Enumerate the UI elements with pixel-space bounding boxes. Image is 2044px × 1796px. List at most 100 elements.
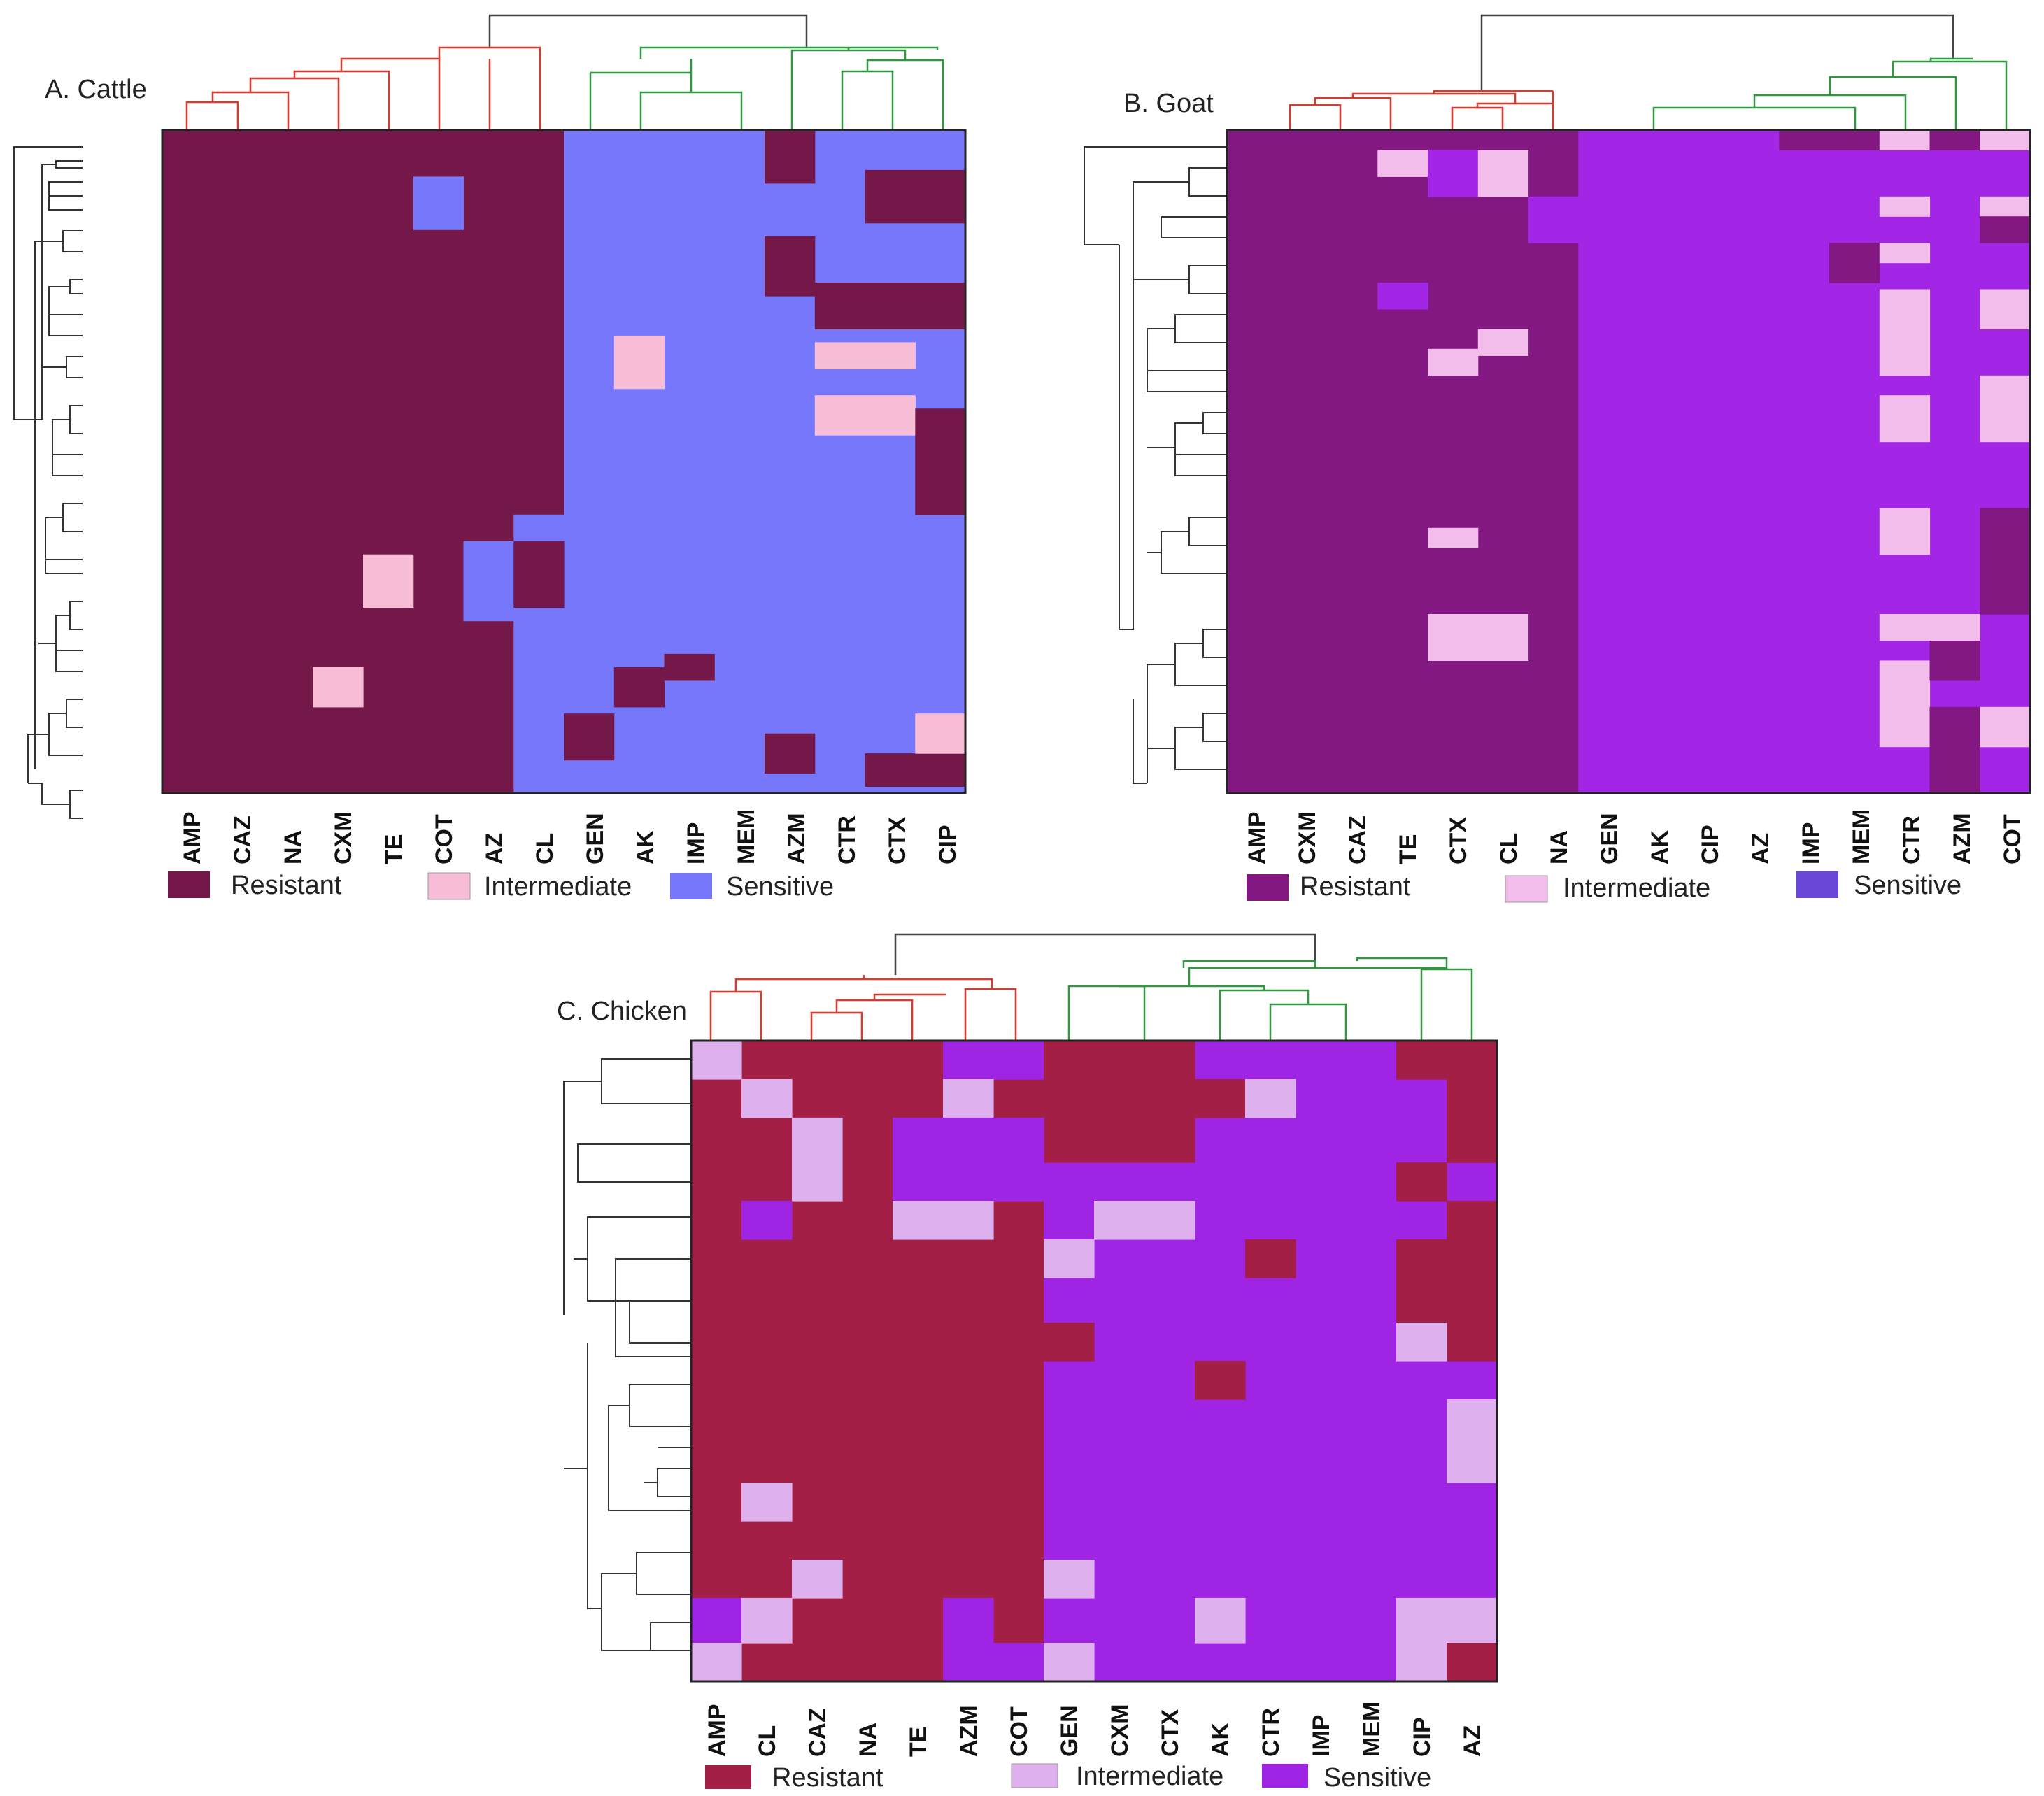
col-label-chicken: CTR <box>1258 1708 1284 1757</box>
panel-cattle: A. Cattle <box>13 14 967 901</box>
column-labels-cattle: AMP CAZ NA CXM TE COT AZ CL GEN AK IMP M… <box>179 809 961 864</box>
legend-swatch-resistant <box>705 1765 751 1789</box>
heatmap-cell <box>741 1079 793 1118</box>
col-label-cattle: TE <box>381 834 407 864</box>
heatmap-cell <box>893 1117 1044 1202</box>
heatmap-cell <box>1044 1041 1195 1163</box>
heatmap-cell <box>765 130 816 184</box>
col-label-chicken: AK <box>1207 1722 1234 1757</box>
col-label-goat: CIP <box>1697 825 1724 864</box>
legend-label-sensitive: Sensitive <box>1323 1763 1431 1793</box>
legend-label-intermediate: Intermediate <box>1563 874 1710 903</box>
heatmap-cell <box>1428 348 1479 376</box>
heatmap-cell <box>1477 329 1529 356</box>
col-label-cattle: AMP <box>179 811 206 864</box>
heatmap-cell <box>865 753 966 787</box>
legend-swatch-resistant <box>1247 874 1289 901</box>
heatmap-cell <box>993 1643 1044 1682</box>
heatmap-cell <box>513 130 565 515</box>
column-dendrogram-cattle <box>185 14 944 130</box>
col-label-cattle: MEM <box>733 809 760 864</box>
col-label-cattle: AZ <box>481 833 508 864</box>
col-label-chicken: AZ <box>1459 1725 1486 1757</box>
col-label-cattle: AZM <box>783 813 810 864</box>
col-label-goat: CTR <box>1898 815 1925 864</box>
heatmap-cell <box>1195 1597 1246 1644</box>
heatmap-cell <box>1879 395 1931 443</box>
heatmap-cell <box>765 733 816 774</box>
col-label-chicken: AMP <box>704 1704 730 1757</box>
heatmap-cell <box>691 1597 742 1644</box>
legend-label-intermediate: Intermediate <box>1076 1762 1223 1791</box>
heatmap-frame-chicken <box>690 1039 1498 1683</box>
heatmap-cell <box>1879 289 1931 329</box>
heatmap-cell <box>1044 1239 1095 1278</box>
heatmap-cell <box>1879 614 1980 641</box>
col-label-goat: AZ <box>1747 833 1774 864</box>
heatmap-cell <box>1879 130 1931 150</box>
heatmap-cell <box>1879 660 1931 748</box>
col-label-goat: IMP <box>1798 822 1824 864</box>
col-label-chicken: NA <box>855 1723 881 1757</box>
legend-goat: Resistant Intermediate Sensitive <box>1247 871 1961 903</box>
legend-swatch-intermediate <box>1505 875 1548 903</box>
heatmap-cell <box>792 1117 843 1202</box>
col-label-cattle: COT <box>431 814 457 864</box>
col-label-goat: CL <box>1496 833 1522 864</box>
heatmap-cell <box>1396 1239 1447 1323</box>
heatmap-cell <box>741 1597 793 1644</box>
col-label-cattle: CL <box>532 833 558 864</box>
col-label-chicken: COT <box>1006 1706 1032 1757</box>
column-labels-goat: AMP CXM CAZ TE CTX CL NA GEN AK CIP AZ I… <box>1244 809 2026 864</box>
heatmap-cell <box>691 1041 742 1080</box>
col-label-goat: CAZ <box>1344 815 1371 864</box>
legend-label-sensitive: Sensitive <box>1854 871 1961 900</box>
heatmap-cell <box>1447 1201 1498 1362</box>
col-label-goat: AK <box>1647 829 1673 864</box>
legend-label-resistant: Resistant <box>1300 872 1411 901</box>
heatmap-cell <box>1396 1162 1447 1202</box>
legend-swatch-sensitive <box>1796 871 1838 898</box>
heatmap-cell <box>1195 1079 1246 1118</box>
col-label-cattle: GEN <box>582 813 609 864</box>
heatmap-cell <box>1578 130 2031 794</box>
col-label-goat: NA <box>1546 830 1573 864</box>
heatmap-cell <box>313 667 364 708</box>
col-label-cattle: CIP <box>935 825 961 864</box>
heatmap-cell <box>765 236 816 297</box>
legend-swatch-intermediate <box>1011 1763 1058 1788</box>
heatmap-cell <box>1377 150 1428 177</box>
heatmap-cell <box>1929 641 1980 681</box>
heatmap-cell <box>814 395 916 436</box>
heatmap-cell <box>613 667 665 708</box>
heatmap-cell <box>1829 243 1880 283</box>
heatmap-cell <box>943 1079 994 1118</box>
heatmap-cell <box>1447 1399 1498 1483</box>
row-dendrogram-cattle <box>13 146 83 819</box>
heatmap-cell <box>1044 1560 1095 1599</box>
panel-title-chicken: C. Chicken <box>557 997 687 1026</box>
heatmap-cell <box>915 713 966 754</box>
col-label-cattle: CXM <box>330 811 357 864</box>
heatmap-cell <box>513 541 565 608</box>
heatmap-cell <box>1980 196 2031 217</box>
legend-swatch-resistant <box>168 871 210 898</box>
heatmap-cell <box>1396 1643 1447 1682</box>
panel-chicken: C. Chicken <box>557 933 1498 1793</box>
panel-goat: B. Goat <box>1084 14 2031 903</box>
legend-label-intermediate: Intermediate <box>484 872 632 901</box>
heatmap-cell <box>741 1483 793 1522</box>
panel-title-cattle: A. Cattle <box>45 75 147 104</box>
heatmap-cell <box>1980 130 2031 150</box>
heatmap-cell <box>1879 243 1931 264</box>
col-label-chicken: CXM <box>1107 1704 1133 1757</box>
heatmap-cell <box>1980 289 2031 329</box>
heatmap-cell <box>1980 375 2031 443</box>
heatmap-cell <box>1396 1323 1447 1362</box>
heatmap-cell <box>1245 1079 1296 1118</box>
heatmap-cells-goat <box>1227 130 2031 794</box>
heatmap-frame-goat <box>1226 129 2031 794</box>
col-label-chicken: GEN <box>1056 1705 1083 1757</box>
heatmap-cell <box>1980 216 2031 243</box>
